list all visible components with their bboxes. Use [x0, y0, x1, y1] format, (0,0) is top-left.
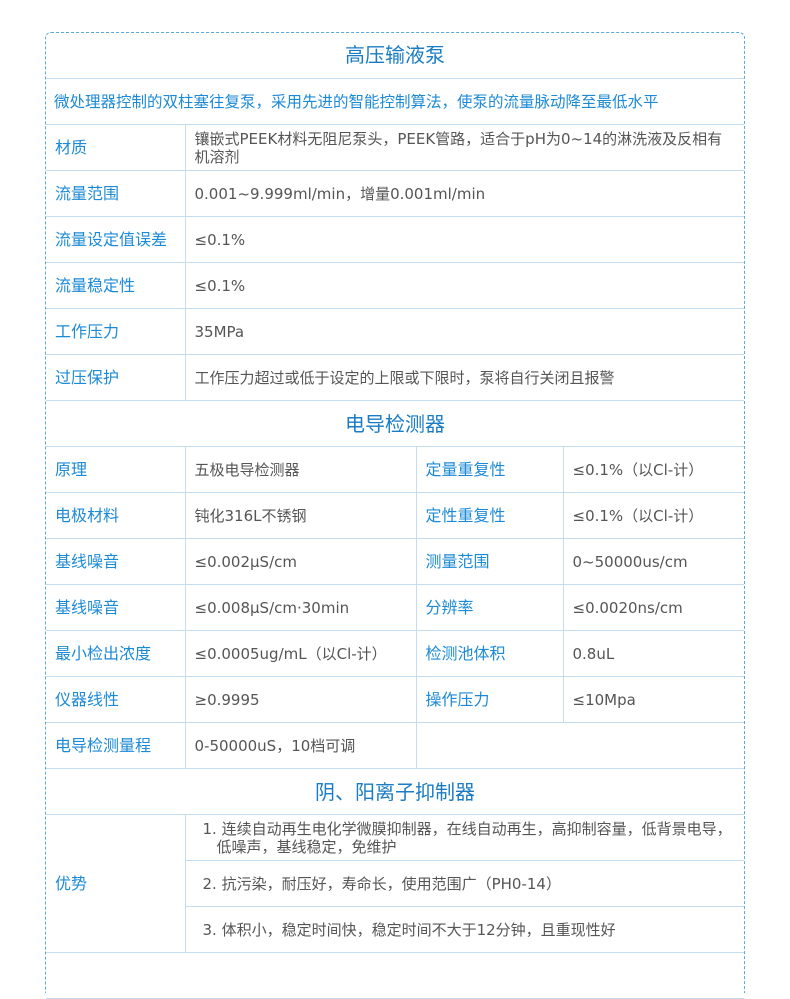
spec-label: 过压保护 [46, 354, 186, 401]
spec-label: 流量稳定性 [46, 262, 186, 309]
spec-value: 工作压力超过或低于设定的上限或下限时，泵将自行关闭且报警 [184, 354, 745, 401]
spec-label: 操作压力 [415, 676, 564, 723]
spec-label: 定性重复性 [415, 492, 564, 539]
spec-value: ≤0.008μS/cm·30min [184, 584, 417, 631]
detector-title-row: 电导检测器 [46, 400, 745, 447]
detector-spec-row: 最小检出浓度 ≤0.0005ug/mL（以Cl-计） 检测池体积 0.8uL [46, 630, 745, 677]
detector-spec-row: 原理 五极电导检测器 定量重复性 ≤0.1%（以Cl-计） [46, 446, 745, 493]
spec-label: 电导检测量程 [46, 722, 186, 769]
spec-label: 原理 [46, 446, 186, 493]
spec-label: 最小检出浓度 [46, 630, 186, 677]
pump-spec-row: 工作压力 35MPa [46, 308, 745, 355]
spec-label: 分辨率 [415, 584, 564, 631]
detector-spec-row: 基线噪音 ≤0.008μS/cm·30min 分辨率 ≤0.0020ns/cm [46, 584, 745, 631]
pump-description: 微处理器控制的双柱塞往复泵，采用先进的智能控制算法，使泵的流量脉动降至最低水平 [46, 78, 745, 125]
spec-value: ≤0.1% [184, 216, 745, 263]
advantage-item: 2. 抗污染，耐压好，寿命长，使用范围广（PH0-14） [185, 860, 745, 907]
spec-label: 基线噪音 [46, 584, 186, 631]
spec-label: 流量设定值误差 [46, 216, 186, 263]
spec-value: ≤0.0020ns/cm [562, 584, 745, 631]
spec-label: 基线噪音 [46, 538, 186, 585]
spec-value: ≤0.002μS/cm [184, 538, 417, 585]
suppressor-advantage-row: 优势 1. 连续自动再生电化学微膜抑制器，在线自动再生，高抑制容量，低背景电导，低… [46, 814, 745, 953]
spec-value: 35MPa [184, 308, 745, 355]
spec-label: 电极材料 [46, 492, 186, 539]
spec-value: ≤0.0005ug/mL（以Cl-计） [184, 630, 417, 677]
detector-spec-row: 电极材料 钝化316L不锈钢 定性重复性 ≤0.1%（以Cl-计） [46, 492, 745, 539]
spec-label: 测量范围 [415, 538, 564, 585]
spec-value: 0-50000uS，10档可调 [184, 722, 417, 769]
suppressor-title-row: 阴、阳离子抑制器 [46, 768, 745, 815]
detector-spec-row: 电导检测量程 0-50000uS，10档可调 [46, 722, 745, 769]
spec-value: 钝化316L不锈钢 [184, 492, 417, 539]
spec-label: 定量重复性 [415, 446, 564, 493]
suppressor-advantage-row: 3. 体积小，稳定时间快，稳定时间不大于12分钟，且重现性好 [46, 906, 745, 953]
suppressor-section-title: 阴、阳离子抑制器 [46, 768, 745, 815]
pump-spec-row: 流量范围 0.001~9.999ml/min，增量0.001ml/min [46, 170, 745, 217]
pump-spec-row: 流量设定值误差 ≤0.1% [46, 216, 745, 263]
advantage-item: 3. 体积小，稳定时间快，稳定时间不大于12分钟，且重现性好 [185, 906, 745, 953]
pump-section-title: 高压输液泵 [46, 33, 744, 79]
spec-value: ≤0.1%（以Cl-计） [562, 446, 745, 493]
trailing-row [46, 952, 745, 999]
spec-card-frame [45, 32, 745, 993]
spec-value: 0.001~9.999ml/min，增量0.001ml/min [184, 170, 745, 217]
spec-label: 仪器线性 [46, 676, 186, 723]
spec-value: 五极电导检测器 [184, 446, 417, 493]
spec-value: ≤0.1%（以Cl-计） [562, 492, 745, 539]
pump-description-row: 微处理器控制的双柱塞往复泵，采用先进的智能控制算法，使泵的流量脉动降至最低水平 [46, 78, 745, 125]
spec-value: ≥0.9995 [184, 676, 417, 723]
spec-value: 镶嵌式PEEK材料无阻尼泵头，PEEK管路，适合于pH为0~14的淋洗液及反相有… [184, 124, 745, 171]
spec-value: ≤10Mpa [562, 676, 745, 723]
spec-value: 0~50000us/cm [562, 538, 745, 585]
spec-table: 微处理器控制的双柱塞往复泵，采用先进的智能控制算法，使泵的流量脉动降至最低水平材… [46, 78, 745, 999]
advantage-text: 2. 抗污染，耐压好，寿命长，使用范围广（PH0-14） [202, 874, 561, 893]
empty-cell [46, 952, 745, 999]
spec-value: ≤0.1% [184, 262, 745, 309]
advantage-label: 优势 [46, 814, 186, 953]
advantage-text: 1. 连续自动再生电化学微膜抑制器，在线自动再生，高抑制容量，低背景电导，低噪声… [202, 819, 732, 856]
detector-spec-row: 仪器线性 ≥0.9995 操作压力 ≤10Mpa [46, 676, 745, 723]
suppressor-advantage-row: 2. 抗污染，耐压好，寿命长，使用范围广（PH0-14） [46, 860, 745, 907]
pump-spec-row: 流量稳定性 ≤0.1% [46, 262, 745, 309]
pump-spec-row: 材质 镶嵌式PEEK材料无阻尼泵头，PEEK管路，适合于pH为0~14的淋洗液及反… [46, 124, 745, 171]
spec-label: 检测池体积 [415, 630, 564, 677]
advantage-text: 3. 体积小，稳定时间快，稳定时间不大于12分钟，且重现性好 [202, 920, 616, 939]
detector-spec-row: 基线噪音 ≤0.002μS/cm 测量范围 0~50000us/cm [46, 538, 745, 585]
advantage-item: 1. 连续自动再生电化学微膜抑制器，在线自动再生，高抑制容量，低背景电导，低噪声… [184, 814, 745, 861]
spec-label: 工作压力 [46, 308, 186, 355]
spec-value: 0.8uL [562, 630, 745, 677]
spec-label: 流量范围 [46, 170, 186, 217]
pump-spec-row: 过压保护 工作压力超过或低于设定的上限或下限时，泵将自行关闭且报警 [46, 354, 745, 401]
empty-cell [415, 722, 745, 769]
detector-section-title: 电导检测器 [46, 400, 745, 447]
spec-label: 材质 [46, 124, 186, 171]
